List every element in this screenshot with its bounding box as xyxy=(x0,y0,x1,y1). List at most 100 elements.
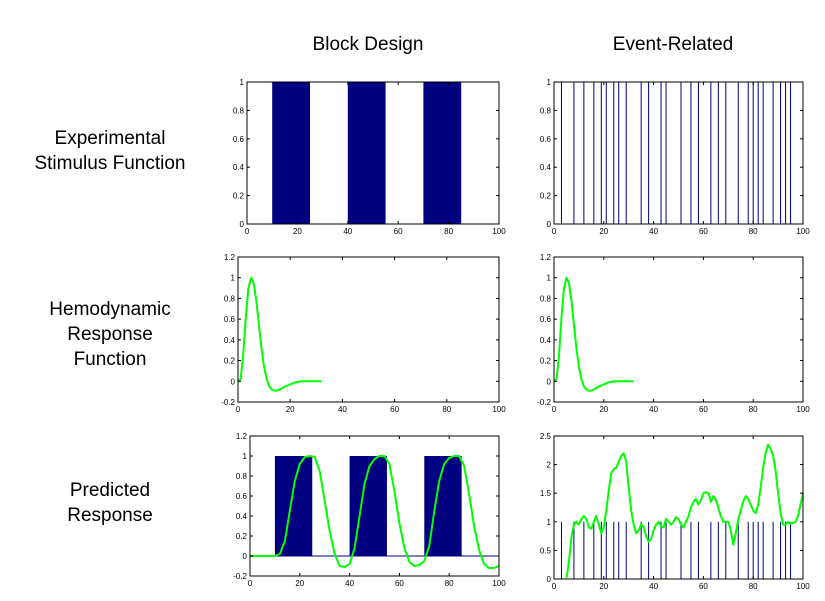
x-tick-label: 20 xyxy=(599,405,608,414)
stimulus-block-bar xyxy=(423,82,462,224)
chart-block-predicted: 0 20 40 60 80 100-0.200.20.40.60.811.2 xyxy=(233,432,506,588)
y-tick-label: 0.4 xyxy=(224,336,236,345)
stimulus-block-bar xyxy=(272,82,310,224)
response-curve xyxy=(565,443,804,579)
row-label-stimulus: Experimental Stimulus Function xyxy=(0,126,220,176)
x-tick-label: 40 xyxy=(338,405,347,414)
x-tick-label: 60 xyxy=(395,579,404,588)
y-tick-label: 2.5 xyxy=(540,432,552,441)
x-tick-label: 100 xyxy=(796,227,810,236)
x-tick-label: 0 xyxy=(245,227,250,236)
x-tick-label: 20 xyxy=(286,405,295,414)
axes-frame xyxy=(237,256,500,403)
y-tick-label: 0.4 xyxy=(540,163,552,172)
x-tick-label: 80 xyxy=(442,405,451,414)
chart-event-hrf: 0 20 40 60 80 100-0.200.20.40.60.811.2 xyxy=(537,253,810,414)
chart-event-predicted: 0 20 40 60 80 100 0 0.5 1 1.5 2 2.5 xyxy=(540,432,810,591)
axes-frame xyxy=(553,81,804,225)
y-tick-label: 0.6 xyxy=(236,492,248,501)
row-label-line: Response xyxy=(67,505,153,526)
y-tick-label: 0.2 xyxy=(540,192,552,201)
y-tick-label: 1.5 xyxy=(540,489,552,498)
y-tick-label: 1 xyxy=(547,518,552,527)
x-tick-label: 100 xyxy=(796,405,810,414)
y-tick-label: 0 xyxy=(240,220,245,229)
y-tick-label: 1 xyxy=(231,274,236,283)
x-tick-label: 100 xyxy=(492,579,506,588)
x-tick-label: 40 xyxy=(343,227,352,236)
axes-frame xyxy=(553,256,804,403)
y-tick-label: 0.8 xyxy=(540,106,552,115)
y-tick-label: 0.8 xyxy=(233,106,245,115)
y-tick-label: 1 xyxy=(547,274,552,283)
x-tick-label: 80 xyxy=(749,582,758,591)
row-label-line: Function xyxy=(73,349,147,370)
y-tick-label: 0 xyxy=(547,220,552,229)
y-tick-label: 0.6 xyxy=(540,315,552,324)
response-curve xyxy=(237,276,322,392)
row-label-predicted: Predicted Response xyxy=(0,478,220,528)
y-tick-label: 0.8 xyxy=(236,472,248,481)
row-label-line: Experimental xyxy=(54,128,166,149)
x-tick-label: 20 xyxy=(295,579,304,588)
y-tick-label: 1 xyxy=(240,78,245,87)
x-tick-label: 60 xyxy=(699,582,708,591)
axes-frame xyxy=(553,435,804,580)
x-tick-label: 100 xyxy=(492,227,506,236)
axes-frame xyxy=(249,435,500,577)
x-tick-label: 0 xyxy=(552,582,557,591)
chart-block-stimulus: 0 20 40 60 80 100 0 0.2 0.4 0.6 0.8 1 xyxy=(233,78,506,236)
x-tick-label: 80 xyxy=(445,579,454,588)
y-tick-label: 0.6 xyxy=(224,315,236,324)
x-tick-label: 20 xyxy=(599,582,608,591)
y-tick-label: 0.6 xyxy=(233,135,245,144)
y-tick-label: 0.8 xyxy=(540,294,552,303)
column-header-event: Event-Related xyxy=(612,34,734,55)
y-tick-label: 2 xyxy=(547,461,552,470)
chart-block-hrf: 0 20 40 60 80 100-0.200.20.40.60.811.2 xyxy=(221,253,506,414)
x-tick-label: 60 xyxy=(699,227,708,236)
x-tick-label: 100 xyxy=(492,405,506,414)
x-tick-label: 40 xyxy=(649,227,658,236)
x-tick-label: 60 xyxy=(699,405,708,414)
y-tick-label: 0.6 xyxy=(540,135,552,144)
response-curve xyxy=(553,276,634,392)
row-label-line: Predicted xyxy=(69,480,151,501)
x-tick-label: 40 xyxy=(649,582,658,591)
y-tick-label: 0 xyxy=(547,575,552,584)
x-tick-label: 0 xyxy=(552,405,557,414)
y-tick-label: 1.2 xyxy=(224,253,236,262)
row-label-line: Stimulus Function xyxy=(34,153,186,174)
y-tick-label: 0.2 xyxy=(540,357,552,366)
y-tick-label: 0.8 xyxy=(224,294,236,303)
x-tick-label: 80 xyxy=(444,227,453,236)
x-tick-label: 40 xyxy=(345,579,354,588)
column-header-block: Block Design xyxy=(312,34,424,55)
y-tick-label: 1 xyxy=(243,452,248,461)
x-tick-label: 40 xyxy=(649,405,658,414)
y-tick-label: 0.2 xyxy=(224,357,236,366)
x-tick-label: 0 xyxy=(248,579,253,588)
y-tick-label: 0.2 xyxy=(236,532,248,541)
x-tick-label: 100 xyxy=(796,582,810,591)
y-tick-label: -0.2 xyxy=(221,398,235,407)
y-tick-label: 0 xyxy=(231,377,236,386)
response-curve xyxy=(250,455,500,569)
row-label-hrf: Hemodynamic Response Function xyxy=(0,297,220,372)
x-tick-label: 0 xyxy=(236,405,241,414)
y-tick-label: -0.2 xyxy=(233,572,247,581)
axes-frame xyxy=(246,81,500,225)
y-tick-label: 0.4 xyxy=(540,336,552,345)
x-tick-label: 80 xyxy=(749,405,758,414)
x-tick-label: 60 xyxy=(394,227,403,236)
chart-event-stimulus: 0 20 40 60 80 100 0 0.2 0.4 0.6 0.8 1 xyxy=(540,78,810,236)
x-tick-label: 20 xyxy=(599,227,608,236)
x-tick-label: 0 xyxy=(552,227,557,236)
x-tick-label: 20 xyxy=(293,227,302,236)
y-tick-label: 0 xyxy=(243,552,248,561)
stimulus-block-bar xyxy=(347,82,386,224)
y-tick-label: 0.4 xyxy=(236,512,248,521)
y-tick-label: 0.2 xyxy=(233,192,245,201)
y-tick-label: 0.5 xyxy=(540,546,552,555)
y-tick-label: -0.2 xyxy=(537,398,551,407)
